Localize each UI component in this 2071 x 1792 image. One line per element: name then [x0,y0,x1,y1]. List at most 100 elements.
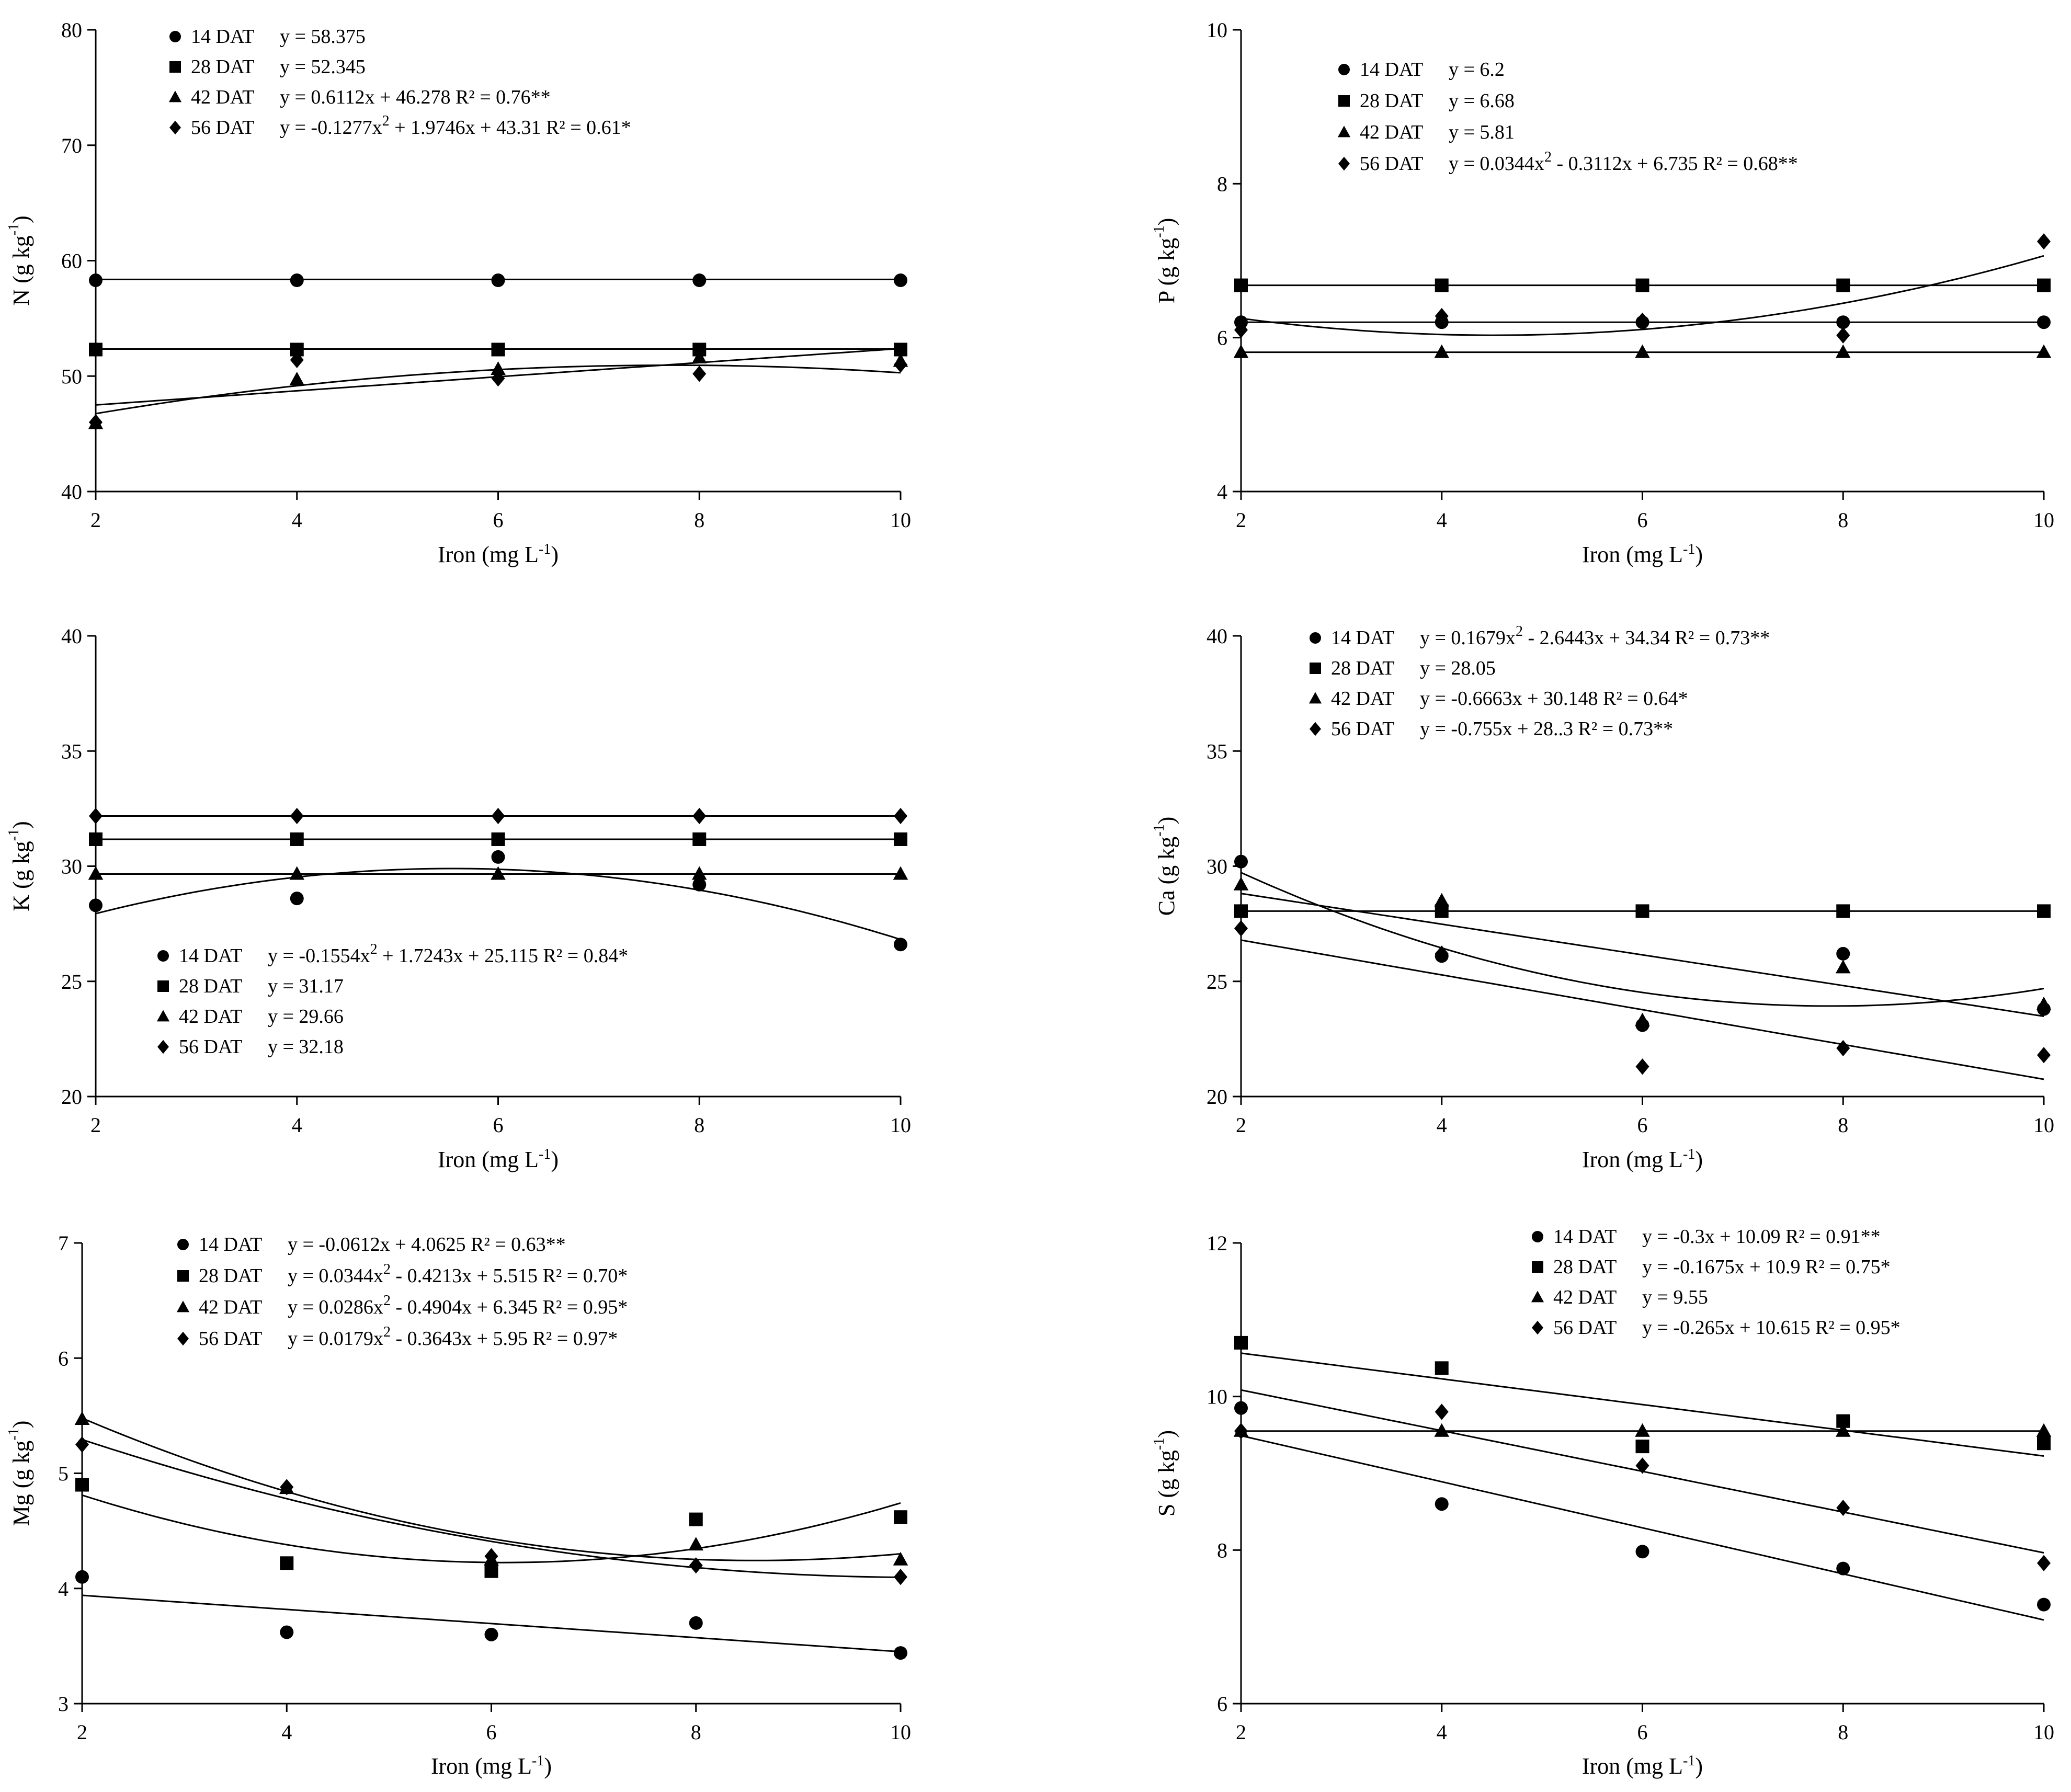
legend-label: 56 DAT [191,117,254,139]
data-point-14-dat [894,1646,907,1660]
data-point-56-dat [1635,312,1649,329]
data-point-28-dat [1635,1440,1649,1454]
data-point-14-dat [2037,315,2051,329]
data-point-14-dat [75,1570,89,1584]
legend-marker [169,31,181,42]
data-point-42-dat [2036,996,2052,1010]
data-point-56-dat [1836,327,1850,344]
legend-label: 28 DAT [191,56,254,78]
y-tick-label: 40 [61,624,82,648]
data-point-42-dat [893,1551,908,1566]
legend-equation: y = 0.1679x2 - 2.6443x + 34.34 R² = 0.73… [1420,623,1770,649]
legend-label: 42 DAT [199,1296,262,1318]
x-tick-label: 4 [281,1720,292,1744]
x-tick-label: 6 [493,508,504,532]
legend-label: 42 DAT [179,1006,242,1028]
legend-marker [1338,64,1350,75]
legend-label: 42 DAT [1331,688,1394,710]
data-point-42-dat [491,361,506,375]
data-point-14-dat [1234,854,1248,869]
chart-N: 2 4 6 8 10 40 50 60 70 80 Iron (mg L-1) N (g kg-1) 1… [6,18,911,567]
data-point-56-dat [894,807,907,825]
x-tick-label: 4 [1437,1113,1447,1137]
legend-label: 28 DAT [199,1265,262,1287]
legend-label: 14 DAT [1553,1226,1617,1248]
legend-label: 56 DAT [179,1036,242,1058]
data-point-56-dat [689,1557,703,1574]
y-tick-label: 7 [58,1231,69,1255]
y-tick-label: 40 [1207,624,1227,648]
data-point-56-dat [290,351,304,368]
legend-label: 28 DAT [1553,1256,1617,1278]
chart-K: 2 4 6 8 10 20 25 30 35 40 Iron (mg L-1) K (g kg-1) 1… [6,624,911,1172]
data-point-14-dat [692,877,707,892]
data-point-28-dat [1836,278,1850,292]
data-point-42-dat [1434,344,1450,358]
legend-label: 14 DAT [179,945,242,967]
data-point-14-dat [89,898,103,912]
chart-S: 2 4 6 8 10 6 8 10 12 Iron (mg L-1) S (g kg-1) 14 DA… [1151,1226,2054,1779]
data-point-14-dat [491,850,505,864]
y-axis-title: K (g kg-1) [6,821,34,911]
y-tick-label: 6 [58,1346,69,1370]
data-point-14-dat [1435,1497,1449,1511]
legend-marker [169,120,181,135]
legend-equation: y = 28.05 [1420,657,1496,679]
data-point-28-dat [1435,278,1449,292]
data-point-56-dat [1635,1457,1649,1474]
data-point-14-dat [894,273,907,288]
y-tick-label: 20 [1207,1085,1227,1109]
x-tick-label: 2 [1236,1113,1246,1137]
data-point-28-dat [2037,278,2051,292]
data-point-56-dat [1435,1403,1449,1420]
data-point-28-dat [1435,904,1449,918]
y-tick-label: 50 [61,364,82,388]
x-tick-label: 8 [1838,1113,1848,1137]
data-point-56-dat [2037,233,2051,250]
x-tick-label: 6 [1637,1113,1648,1137]
data-point-28-dat [1836,904,1850,918]
data-point-14-dat [290,273,304,288]
data-point-42-dat [1233,876,1249,891]
x-tick-label: 6 [493,1113,504,1137]
legend-equation: y = 0.0286x2 - 0.4904x + 6.345 R² = 0.95… [288,1293,628,1318]
trend-line-56-dat [82,1439,901,1578]
legend-marker [1338,95,1350,107]
legend-marker [1308,692,1322,704]
data-point-56-dat [290,807,304,825]
trend-line-56-dat [1241,255,2044,336]
legend-equation: y = -0.1675x + 10.9 R² = 0.75* [1642,1256,1891,1278]
data-point-42-dat [1835,344,1851,358]
legend-equation: y = 5.81 [1449,121,1515,143]
x-tick-label: 8 [694,1113,704,1137]
y-tick-label: 20 [61,1085,82,1109]
y-axis-title: P (g kg-1) [1151,218,1179,303]
x-tick-label: 2 [90,1113,101,1137]
y-tick-label: 6 [1217,326,1227,350]
legend-equation: y = -0.1277x2 + 1.9746x + 43.31 R² = 0.6… [280,113,631,139]
x-tick-label: 8 [694,508,704,532]
y-tick-label: 80 [61,18,82,42]
data-point-56-dat [89,807,103,825]
data-point-14-dat [484,1627,498,1641]
chart-Mg: 2 4 6 8 10 3 4 5 6 7 Iron (mg L-1) Mg (g kg-1) 14 DA… [6,1231,911,1779]
trend-line-56-dat [1241,939,2044,1080]
data-point-28-dat [89,832,103,846]
y-tick-label: 35 [1207,739,1227,763]
data-point-28-dat [692,832,707,846]
legend-equation: y = 32.18 [268,1036,344,1058]
legend-equation: y = 31.17 [268,975,344,997]
data-point-28-dat [280,1556,294,1570]
data-point-42-dat [88,866,104,880]
data-point-28-dat [75,1478,89,1492]
legend-equation: y = 52.345 [280,56,366,78]
legend-equation: y = -0.1554x2 + 1.7243x + 25.115 R² = 0.… [268,941,628,967]
data-point-14-dat [692,273,707,288]
data-point-28-dat [491,832,505,846]
data-point-56-dat [491,370,505,387]
x-tick-label: 2 [1236,508,1246,532]
data-point-56-dat [2037,1047,2051,1064]
trend-line-28-dat [1241,1352,2044,1457]
